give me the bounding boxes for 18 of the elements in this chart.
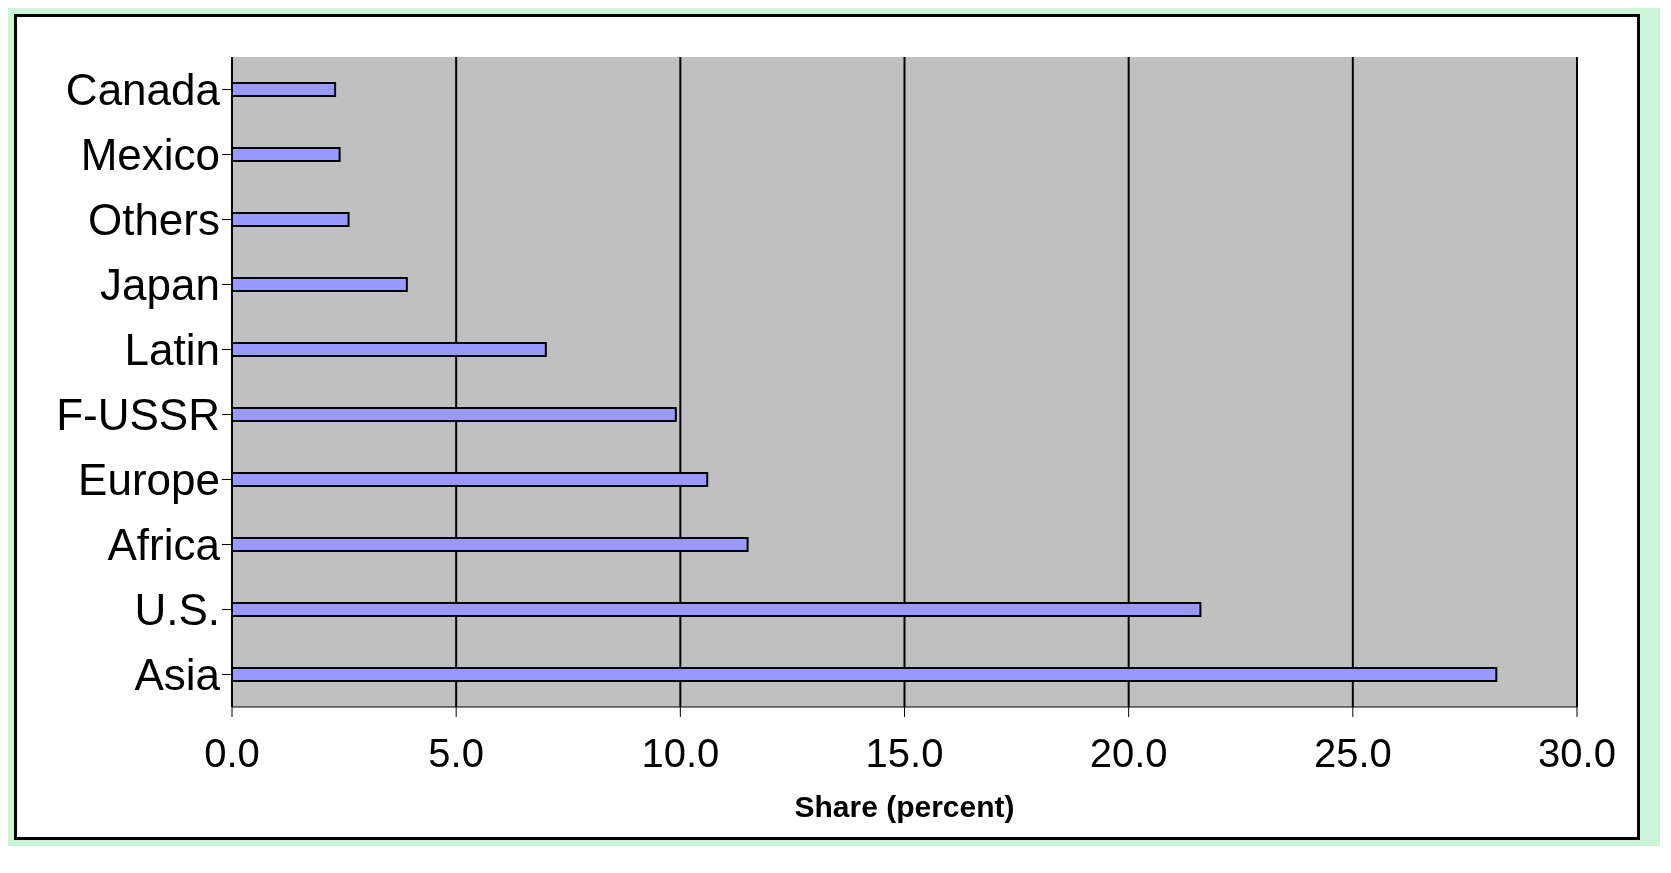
y-tick-label: Mexico	[80, 130, 220, 180]
y-tick-label: Canada	[65, 65, 221, 115]
x-tick-label: 15.0	[865, 731, 944, 776]
y-tick-label: Latin	[124, 325, 220, 375]
x-axis-title: Share (percent)	[794, 790, 1015, 823]
y-tick-label: F-USSR	[56, 390, 220, 440]
x-tick-label: 30.0	[1538, 731, 1616, 776]
x-tick-label: 25.0	[1313, 731, 1392, 776]
y-tick-label: Europe	[78, 455, 220, 505]
y-tick-label: Africa	[107, 520, 221, 570]
x-tick-label: 10.0	[641, 731, 720, 776]
x-tick-label: 0.0	[204, 731, 260, 776]
x-tick-label: 5.0	[428, 731, 484, 776]
y-tick-label: Asia	[134, 650, 221, 700]
y-tick-label: U.S.	[134, 585, 220, 635]
y-tick-label: Japan	[100, 260, 220, 310]
y-tick-label: Others	[87, 195, 220, 245]
x-tick-label: 20.0	[1089, 731, 1168, 776]
